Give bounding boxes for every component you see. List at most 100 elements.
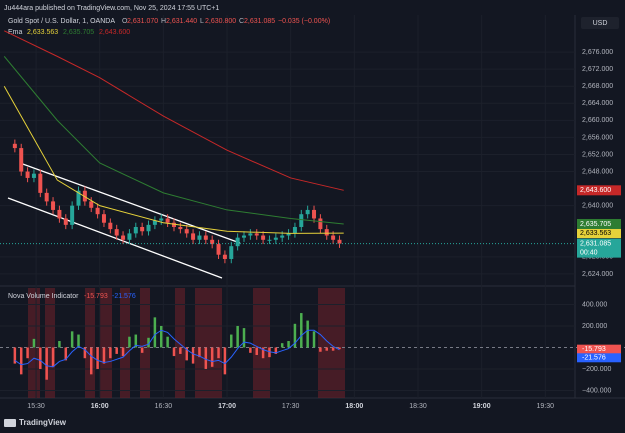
volume-bar — [134, 334, 138, 348]
x-tick-label: 15:30 — [27, 403, 45, 410]
x-tick-label: 17:30 — [282, 403, 300, 410]
countdown: 00:40 — [580, 249, 598, 256]
volume-bar — [51, 347, 55, 367]
volume-bar — [230, 334, 233, 348]
indicator-legend-value: -15.793 — [84, 293, 108, 300]
volume-bar — [172, 347, 176, 357]
volume-bar — [140, 347, 144, 353]
ohlc-key: L — [200, 18, 204, 25]
channel-line — [7, 197, 223, 279]
volume-bar — [102, 347, 106, 364]
volume-bar — [223, 347, 227, 375]
volume-bar — [280, 343, 284, 348]
ohlc-value: 2,631.085 — [244, 18, 275, 25]
candle-body — [38, 173, 43, 193]
indicator-badge — [577, 353, 621, 363]
candle-body — [178, 226, 183, 230]
candle-body — [222, 254, 227, 259]
candle-body — [31, 173, 36, 178]
volume-bar — [64, 347, 68, 361]
y-tick-label: 2,624.000 — [582, 271, 613, 278]
candle-body — [25, 171, 30, 178]
candle-body — [267, 239, 272, 241]
ema-legend-value: 2,643.600 — [99, 29, 130, 36]
volume-bar — [179, 347, 182, 354]
candle-body — [19, 148, 24, 172]
currency-badge[interactable] — [581, 17, 619, 29]
indicator-badge — [577, 344, 621, 354]
volume-bar — [32, 338, 36, 348]
candle-body — [197, 235, 202, 240]
volume-bar — [261, 347, 265, 359]
currency[interactable]: USD — [593, 20, 608, 27]
volume-bar — [217, 347, 220, 359]
price-badge-label: 2,633.563 — [580, 230, 611, 237]
y-tick-label: −400.000 — [582, 387, 611, 394]
ohlc-value: 2,631.070 — [127, 18, 158, 25]
candle-body — [44, 192, 49, 202]
volume-bar — [70, 331, 74, 348]
candle-body — [337, 239, 342, 244]
ema-line — [4, 30, 344, 191]
volume-bar — [249, 347, 252, 353]
volume-bar — [255, 347, 258, 355]
indicator-badge-label: -21.576 — [582, 355, 606, 362]
volume-bar — [166, 336, 169, 348]
volume-bar — [147, 337, 150, 348]
ohlc-key: O — [122, 18, 128, 25]
candle-body — [114, 229, 119, 236]
volume-bar — [160, 325, 163, 348]
candle-body — [108, 222, 113, 230]
volume-bar — [39, 347, 42, 369]
candle-body — [184, 229, 189, 234]
ema-legend-value: 2,635.705 — [63, 29, 94, 36]
indicator-shading — [28, 288, 345, 398]
y-tick-label: 200.000 — [582, 323, 607, 330]
price-badge — [577, 185, 621, 196]
price-badge-label: 2,635.705 — [580, 221, 611, 228]
volume-bar — [77, 334, 80, 348]
candle-body — [312, 209, 317, 219]
candle-body — [51, 201, 56, 210]
symbol-title: Gold Spot / U.S. Dollar, 1, OANDA — [8, 18, 115, 25]
candle-body — [280, 235, 285, 238]
candle-body — [305, 209, 310, 215]
y-tick-label: 2,656.000 — [582, 134, 613, 141]
volume-bar — [19, 347, 23, 375]
volume-bar — [96, 347, 99, 369]
candle-body — [248, 233, 253, 236]
price-badge — [577, 218, 621, 229]
signal-line — [14, 329, 340, 368]
ohlc-value: 2,631.440 — [166, 18, 197, 25]
candle-body — [146, 224, 151, 232]
volume-bar — [204, 347, 208, 369]
ema-legend-value: 2,633.563 — [27, 29, 58, 36]
change: −0.035 (−0.00%) — [278, 18, 330, 25]
y-tick-label: 2,652.000 — [582, 151, 613, 158]
volume-bar — [58, 341, 61, 348]
indicator-badge-label: -15.793 — [582, 346, 606, 353]
y-tick-label: 2,672.000 — [582, 66, 613, 73]
candle-body — [159, 218, 164, 221]
volume-bar — [185, 347, 188, 361]
volume-bar — [89, 347, 93, 375]
candle-body — [127, 233, 132, 240]
candle-body — [324, 229, 329, 236]
volume-bar — [331, 347, 335, 351]
volume-bar — [274, 347, 278, 354]
candle-body — [203, 235, 208, 240]
candle-body — [82, 190, 87, 202]
y-tick-label: 2,648.000 — [582, 168, 613, 175]
candle-body — [191, 233, 196, 240]
volume-bar — [287, 341, 290, 348]
volume-bar — [128, 336, 131, 348]
candle-body — [89, 201, 94, 208]
volume-bar — [319, 347, 322, 352]
y-tick-label: 2,668.000 — [582, 83, 613, 90]
candle-body — [152, 220, 157, 225]
volume-bar — [306, 320, 309, 348]
volume-bar — [338, 347, 341, 350]
volume-bar — [115, 347, 118, 354]
candle-body — [286, 233, 291, 236]
volume-bar — [325, 347, 329, 351]
